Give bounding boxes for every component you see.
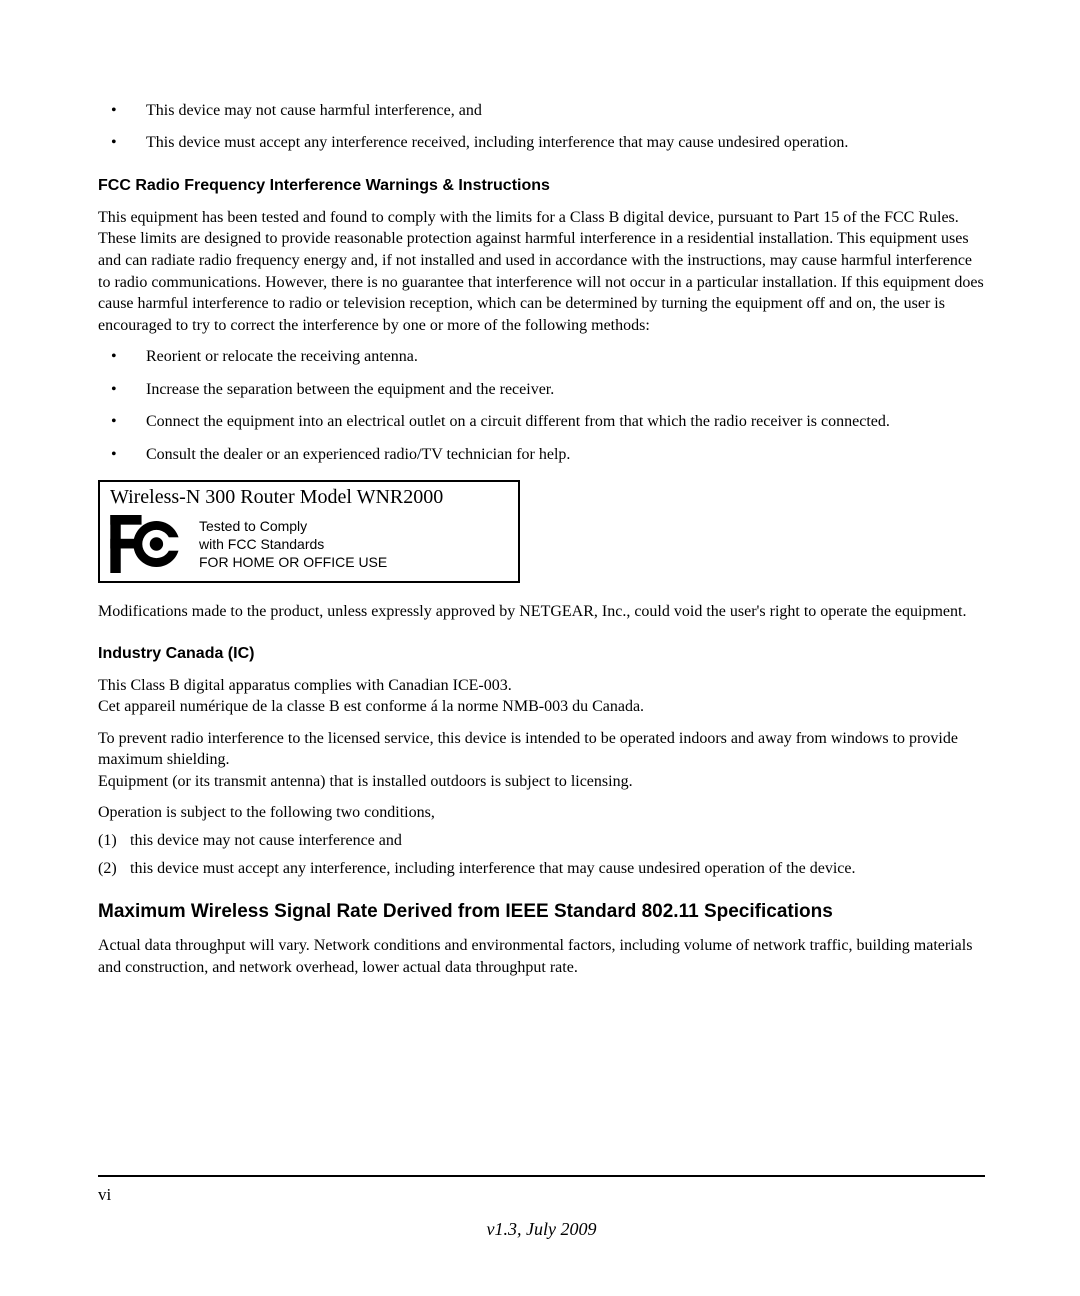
list-item: This device must accept any interference… — [108, 132, 985, 154]
fcc-box-line: Tested to Comply — [199, 517, 387, 535]
list-item: (1) this device may not cause interferen… — [98, 830, 985, 852]
fcc-box-line: with FCC Standards — [199, 535, 387, 553]
max-signal-heading: Maximum Wireless Signal Rate Derived fro… — [98, 901, 985, 923]
version-text: v1.3, July 2009 — [98, 1219, 985, 1240]
list-item-text: this device must accept any interference… — [130, 860, 855, 877]
ic-conditions-list: (1) this device may not cause interferen… — [98, 830, 985, 879]
list-item: Consult the dealer or an experienced rad… — [108, 444, 985, 466]
ic-paragraph: Equipment (or its transmit antenna) that… — [98, 771, 985, 793]
ic-paragraph: Operation is subject to the following tw… — [98, 802, 985, 824]
list-item: Increase the separation between the equi… — [108, 379, 985, 401]
page-footer: vi v1.3, July 2009 — [98, 1175, 985, 1240]
fcc-warnings-heading: FCC Radio Frequency Interference Warning… — [98, 177, 985, 195]
max-signal-paragraph: Actual data throughput will vary. Networ… — [98, 935, 985, 978]
list-item: Connect the equipment into an electrical… — [108, 411, 985, 433]
list-item: This device may not cause harmful interf… — [108, 100, 985, 122]
fcc-box-row: Tested to Comply with FCC Standards FOR … — [110, 515, 508, 573]
list-item: Reorient or relocate the receiving anten… — [108, 346, 985, 368]
ic-paragraph: Cet appareil numérique de la classe B es… — [98, 696, 985, 718]
fcc-warnings-paragraph: This equipment has been tested and found… — [98, 207, 985, 337]
list-item-text: this device may not cause interference a… — [130, 832, 402, 849]
page-number: vi — [98, 1185, 985, 1205]
fcc-compliance-box: Wireless-N 300 Router Model WNR2000 Test… — [98, 480, 520, 583]
list-item-number: (2) — [98, 858, 117, 880]
fcc-box-text: Tested to Comply with FCC Standards FOR … — [199, 517, 387, 572]
ic-paragraph: To prevent radio interference to the lic… — [98, 728, 985, 771]
list-item: (2) this device must accept any interfer… — [98, 858, 985, 880]
fcc-methods-list: Reorient or relocate the receiving anten… — [98, 346, 985, 466]
fcc-logo-icon — [110, 515, 185, 573]
industry-canada-heading: Industry Canada (IC) — [98, 645, 985, 663]
modifications-paragraph: Modifications made to the product, unles… — [98, 601, 985, 623]
intro-bullet-list: This device may not cause harmful interf… — [98, 100, 985, 155]
fcc-box-title: Wireless-N 300 Router Model WNR2000 — [110, 486, 508, 509]
list-item-number: (1) — [98, 830, 117, 852]
ic-paragraph: This Class B digital apparatus complies … — [98, 675, 985, 697]
fcc-box-line: FOR HOME OR OFFICE USE — [199, 553, 387, 571]
footer-rule — [98, 1175, 985, 1177]
